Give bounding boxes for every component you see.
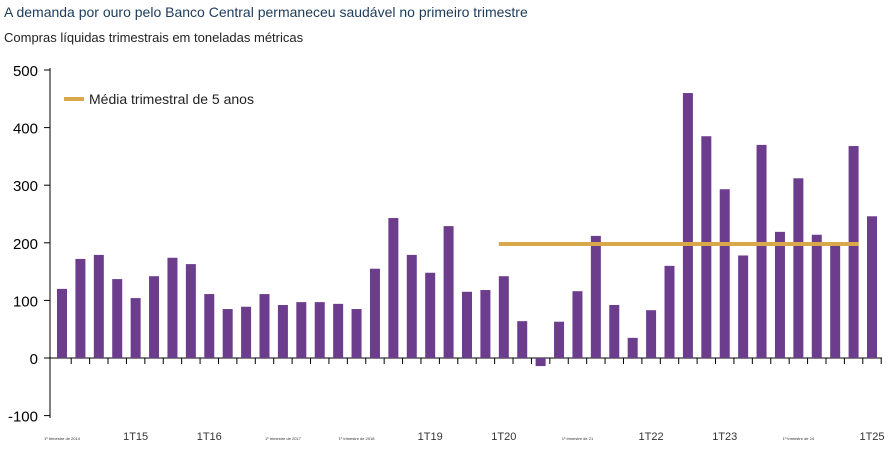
bar	[130, 298, 141, 358]
legend-label: Média trimestral de 5 anos	[89, 91, 254, 107]
x-tick-label: 1º trimestre de 24	[783, 436, 815, 441]
bar	[277, 305, 288, 358]
bar	[204, 294, 215, 358]
bar	[646, 310, 657, 358]
bar	[498, 276, 509, 358]
bar	[554, 321, 565, 358]
x-tick-label: 1T15	[123, 431, 148, 443]
bar	[517, 321, 528, 358]
bar	[149, 276, 160, 358]
bar	[535, 358, 546, 367]
x-tick-label: 1º trimestre de 2017	[265, 436, 302, 441]
bar	[314, 302, 325, 358]
bar	[296, 302, 307, 358]
bar	[241, 306, 252, 358]
bar	[664, 265, 675, 358]
x-tick-label: 1T19	[418, 431, 443, 443]
bar	[443, 226, 454, 358]
bar	[738, 255, 749, 358]
y-tick-label: -100	[8, 409, 38, 426]
bar	[333, 303, 344, 358]
x-tick-label: 1T22	[639, 431, 664, 443]
x-tick-label: 1T23	[712, 431, 737, 443]
bar	[774, 231, 785, 358]
bar	[167, 257, 178, 358]
bar	[609, 305, 620, 358]
bar	[93, 254, 104, 358]
bar	[719, 189, 730, 358]
y-tick-label: 400	[13, 121, 38, 138]
y-tick-label: 300	[13, 178, 38, 195]
x-tick-label: 1º trimestre de 21	[562, 436, 594, 441]
x-tick-label: 1º trimestre de 2018	[339, 436, 376, 441]
bar	[185, 264, 196, 358]
x-tick-label: 1T25	[859, 431, 884, 443]
bar	[351, 309, 362, 358]
bar	[701, 136, 712, 358]
bar	[57, 288, 67, 358]
bar	[682, 93, 693, 358]
bar	[222, 309, 233, 358]
bar	[756, 144, 767, 358]
bar	[830, 242, 841, 358]
bar	[369, 268, 380, 358]
bar	[572, 291, 583, 358]
bar	[259, 294, 270, 358]
bar	[112, 279, 123, 358]
y-tick-label: 200	[13, 236, 38, 253]
bar	[406, 254, 417, 358]
bar	[425, 272, 436, 358]
x-tick-label: 1T16	[197, 431, 222, 443]
y-tick-label: 500	[13, 63, 38, 80]
bar	[388, 218, 399, 358]
x-tick-label: 1T20	[491, 431, 516, 443]
bar	[590, 235, 601, 358]
bar	[811, 234, 822, 358]
chart-subtitle: Compras líquidas trimestrais em tonelada…	[4, 30, 304, 45]
bar	[793, 178, 804, 358]
y-tick-label: 100	[13, 293, 38, 310]
bar	[480, 290, 491, 358]
bar	[627, 337, 638, 358]
bar	[848, 146, 859, 358]
y-tick-label: 0	[30, 351, 38, 368]
bar	[462, 291, 472, 358]
bar	[867, 216, 877, 358]
bar	[75, 258, 86, 358]
chart-title: A demanda por ouro pelo Banco Central pe…	[4, 4, 528, 20]
x-tick-label: 1º trimestre de 2014	[44, 436, 81, 441]
